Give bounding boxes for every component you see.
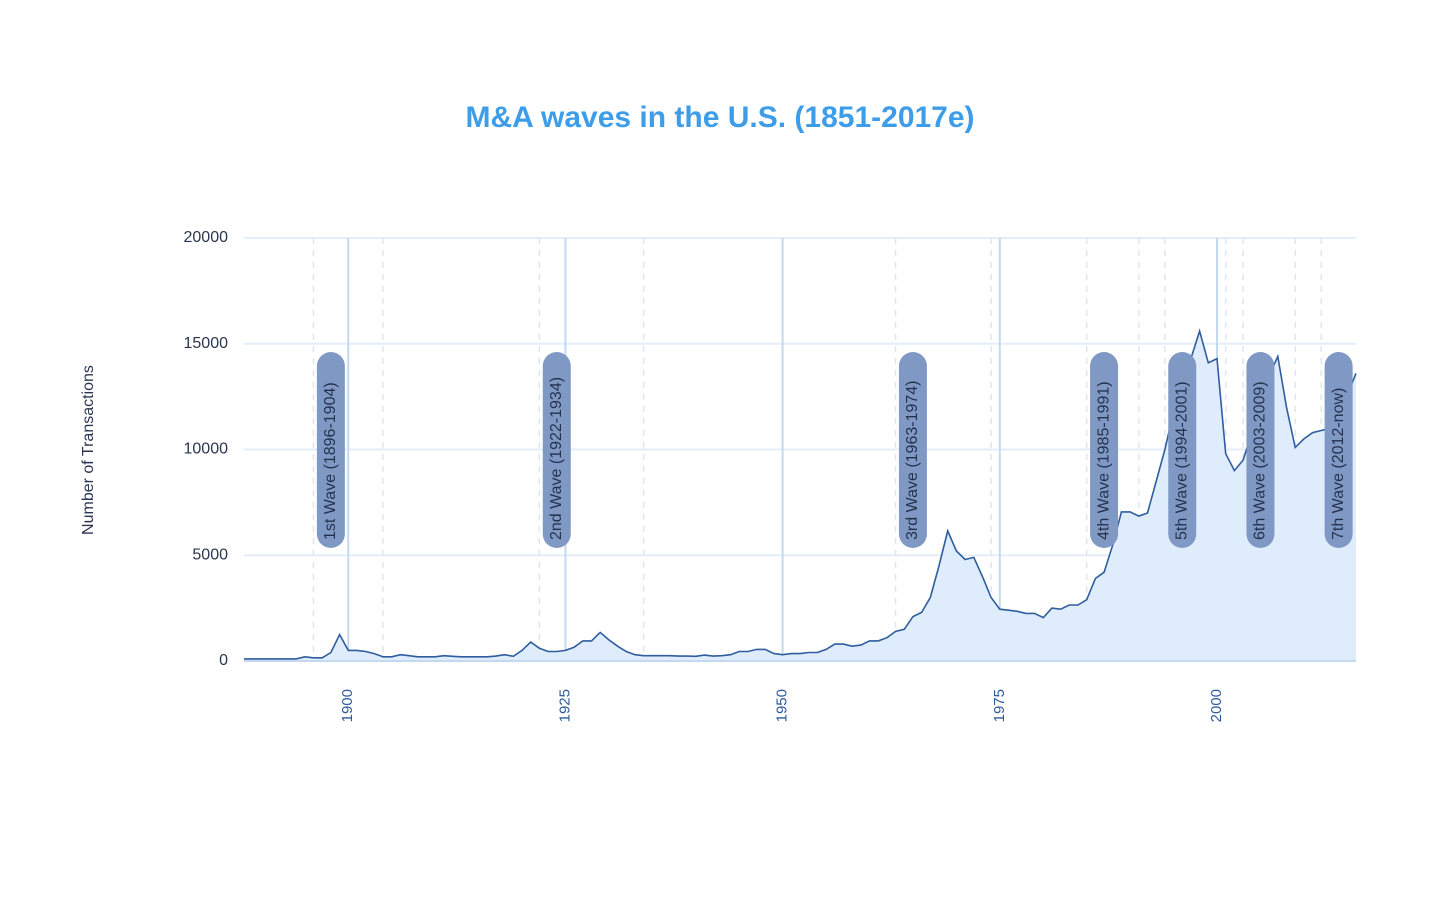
wave-label: 1st Wave (1896-1904) (322, 382, 339, 540)
y-tick-label: 15000 (184, 335, 229, 352)
wave-label: 4th Wave (1985-1991) (1095, 381, 1112, 540)
x-tick-label: 1900 (339, 689, 356, 722)
x-tick-label: 1925 (556, 689, 573, 722)
y-axis-title: Number of Transactions (80, 365, 97, 535)
y-tick-label: 5000 (192, 546, 228, 563)
area (244, 331, 1356, 661)
wave-label: 6th Wave (2003-2009) (1252, 381, 1269, 540)
wave-label-box (1168, 352, 1197, 548)
wave-label-box (898, 352, 927, 548)
y-tick-label: 20000 (184, 229, 229, 246)
x-tick-label: 1950 (774, 689, 791, 722)
wave-label-box (1324, 352, 1353, 548)
x-tick-label: 1975 (991, 689, 1008, 722)
wave-label: 5th Wave (1994-2001) (1173, 381, 1190, 540)
y-tick-label: 10000 (184, 441, 229, 458)
wave-label-box (542, 352, 571, 548)
x-tick-label: 2000 (1208, 689, 1225, 722)
chart-title: M&A waves in the U.S. (1851-2017e) (465, 101, 974, 134)
wave-label: 7th Wave (2012-now) (1330, 388, 1347, 540)
wave-label: 3rd Wave (1963-1974) (904, 381, 921, 541)
wave-label-box (1246, 352, 1275, 548)
wave-label: 2nd Wave (1922-1934) (548, 377, 565, 540)
wave-label-box (1090, 352, 1119, 548)
y-tick-label: 0 (219, 652, 228, 669)
wave-label-box (316, 352, 345, 548)
